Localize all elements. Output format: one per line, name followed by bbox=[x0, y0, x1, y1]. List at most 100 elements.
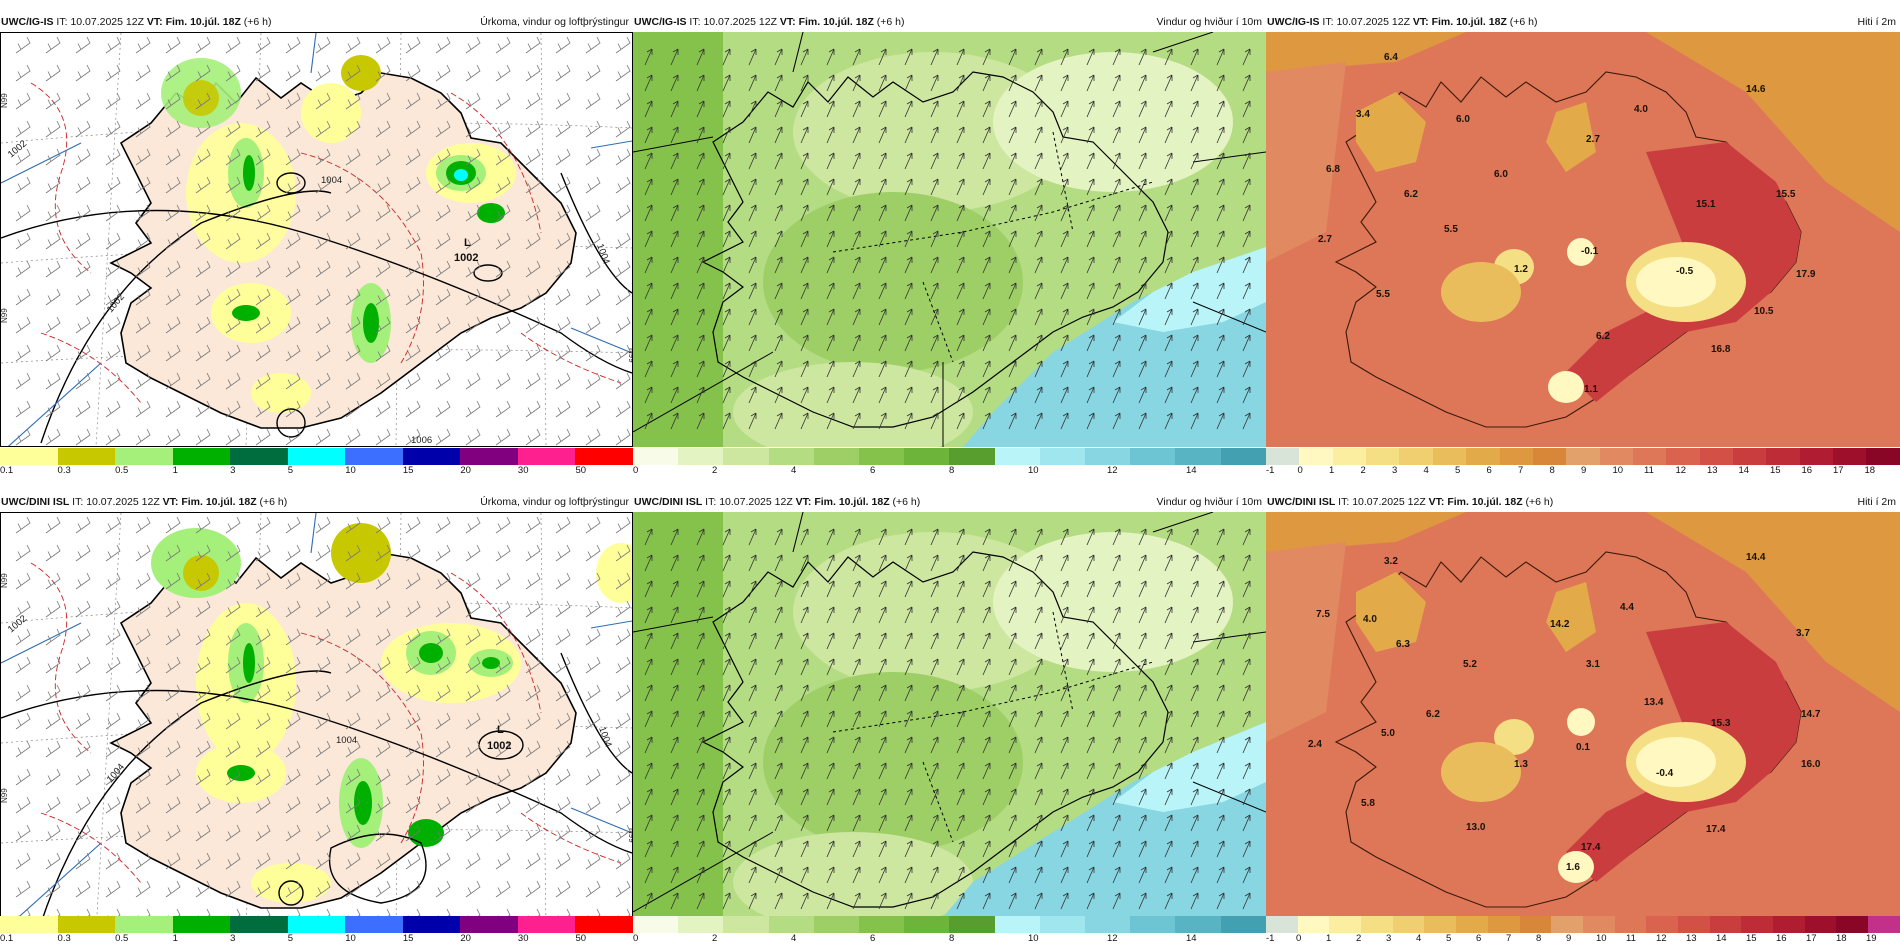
wind-barb bbox=[585, 372, 601, 390]
wind-arrow bbox=[1242, 866, 1251, 884]
wind-arrow bbox=[1216, 204, 1225, 222]
wind-barb bbox=[135, 600, 151, 618]
wind-arrow bbox=[1190, 528, 1199, 546]
wind-barb bbox=[465, 120, 481, 138]
wind-barb bbox=[255, 600, 271, 618]
wind-barb bbox=[75, 600, 91, 618]
wind-arrow bbox=[904, 658, 913, 676]
wind-arrow bbox=[1164, 606, 1173, 624]
wind-arrow bbox=[1242, 230, 1251, 248]
wind-barb bbox=[255, 204, 271, 222]
temperature-label: 15.5 bbox=[1776, 189, 1796, 200]
wind-arrow bbox=[852, 736, 861, 754]
wind-barb bbox=[225, 400, 241, 418]
wind-barb bbox=[345, 232, 361, 250]
wind-arrow bbox=[982, 788, 991, 806]
temperature-label: -0.4 bbox=[1656, 768, 1674, 779]
wind-arrow bbox=[852, 178, 861, 196]
wind-arrow bbox=[1060, 632, 1069, 650]
wind-arrow bbox=[748, 554, 757, 572]
wind-arrow bbox=[670, 736, 679, 754]
wind-arrow bbox=[1138, 892, 1147, 910]
wind-arrow bbox=[826, 814, 835, 832]
wind-arrow bbox=[1112, 632, 1121, 650]
wind-arrow bbox=[1112, 892, 1121, 910]
wind-arrow bbox=[956, 892, 965, 910]
wind-arrow bbox=[774, 814, 783, 832]
wind-barb bbox=[45, 852, 61, 870]
wind-barb bbox=[495, 232, 511, 250]
wind-map-svg bbox=[633, 32, 1266, 447]
wind-arrow bbox=[1008, 100, 1017, 118]
panel-precip-row1: UWC/IG-IS IT: 10.07.2025 12Z VT: Fim. 10… bbox=[0, 12, 633, 476]
wind-arrow bbox=[982, 554, 991, 572]
wind-barb bbox=[615, 176, 631, 194]
wind-arrow bbox=[1216, 100, 1225, 118]
wind-arrow bbox=[1190, 126, 1199, 144]
wind-barb bbox=[105, 64, 121, 82]
wind-arrow bbox=[852, 360, 861, 378]
wind-arrow bbox=[800, 334, 809, 352]
wind-barb bbox=[615, 516, 631, 534]
wind-arrow bbox=[1242, 606, 1251, 624]
wind-arrow bbox=[774, 412, 783, 430]
wind-arrow bbox=[1034, 386, 1043, 404]
wind-arrow bbox=[748, 710, 757, 728]
wind-arrow bbox=[1216, 658, 1225, 676]
wind-arrow bbox=[696, 308, 705, 326]
wind-arrow bbox=[644, 334, 653, 352]
wind-arrow bbox=[670, 866, 679, 884]
wind-arrow bbox=[800, 554, 809, 572]
wind-barb bbox=[525, 740, 541, 758]
wind-barb bbox=[45, 288, 61, 306]
colorbar-tick: 1 bbox=[1326, 933, 1332, 944]
wind-arrow bbox=[696, 386, 705, 404]
wind-arrow bbox=[1034, 892, 1043, 910]
wind-arrow bbox=[748, 762, 757, 780]
wind-arrow bbox=[696, 412, 705, 430]
wind-arrow bbox=[696, 632, 705, 650]
wind-arrow bbox=[1008, 360, 1017, 378]
colorbar-swatch bbox=[345, 916, 403, 933]
wind-barb bbox=[435, 600, 451, 618]
wind-arrow bbox=[670, 554, 679, 572]
wind-barb bbox=[165, 628, 181, 646]
wind-barb bbox=[495, 176, 511, 194]
wind-barb bbox=[105, 148, 121, 166]
wind-barb bbox=[285, 260, 301, 278]
wind-barb bbox=[435, 260, 451, 278]
wind-arrow bbox=[670, 606, 679, 624]
wind-arrow bbox=[930, 100, 939, 118]
wind-barb bbox=[525, 656, 541, 674]
wind-arrow bbox=[1034, 178, 1043, 196]
wind-arrow bbox=[956, 100, 965, 118]
wind-arrow bbox=[956, 412, 965, 430]
wind-barb bbox=[135, 628, 151, 646]
wind-arrow bbox=[930, 48, 939, 66]
wind-arrow bbox=[956, 74, 965, 92]
wind-arrow bbox=[1086, 386, 1095, 404]
wind-barb bbox=[15, 120, 31, 138]
wind-arrow bbox=[1112, 412, 1121, 430]
wind-arrow bbox=[956, 840, 965, 858]
wind-barb bbox=[615, 64, 631, 82]
wind-arrow bbox=[878, 762, 887, 780]
colorbar-tick: 12 bbox=[1675, 465, 1687, 476]
wind-arrow bbox=[982, 178, 991, 196]
wind-barb bbox=[585, 852, 601, 870]
wind-barb bbox=[615, 628, 631, 646]
colorbar-swatch bbox=[1766, 448, 1800, 465]
wind-arrow bbox=[1164, 788, 1173, 806]
wind-arrow bbox=[1216, 684, 1225, 702]
wind-barb bbox=[15, 684, 31, 702]
wind-arrow bbox=[722, 230, 731, 248]
wind-barb bbox=[105, 712, 121, 730]
wind-arrow bbox=[1216, 528, 1225, 546]
wind-barb bbox=[405, 120, 421, 138]
wind-arrow bbox=[826, 606, 835, 624]
wind-barb bbox=[615, 712, 631, 730]
wind-barb bbox=[225, 36, 241, 54]
wind-barb bbox=[525, 288, 541, 306]
wind-arrow bbox=[644, 100, 653, 118]
wind-barb bbox=[315, 544, 331, 562]
